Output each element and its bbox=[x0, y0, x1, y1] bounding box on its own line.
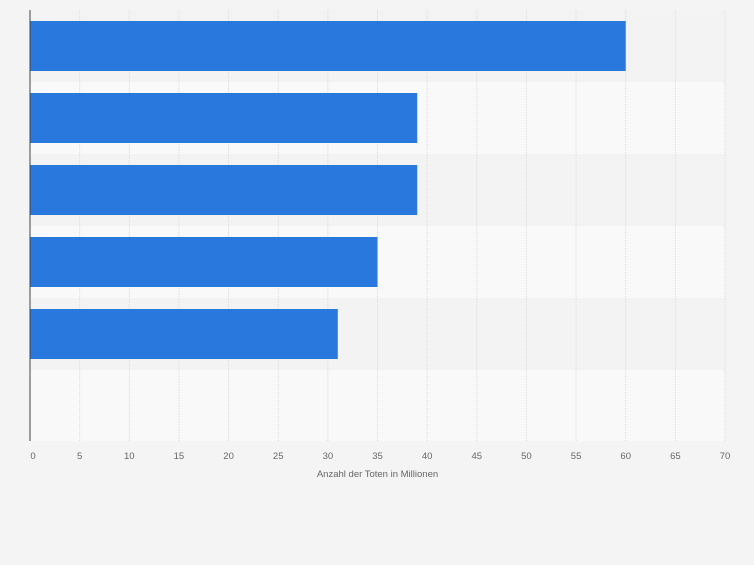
x-tick-label: 10 bbox=[124, 451, 135, 462]
bar bbox=[30, 93, 418, 143]
x-tick-label: 5 bbox=[77, 451, 82, 462]
x-tick-label: 45 bbox=[471, 451, 482, 462]
x-tick-label: 50 bbox=[521, 451, 532, 462]
x-axis-label: Anzahl der Toten in Millionen bbox=[317, 469, 438, 480]
bar bbox=[30, 165, 418, 215]
row-stripe bbox=[30, 370, 725, 441]
x-tick-label: 20 bbox=[223, 451, 234, 462]
x-tick-label: 15 bbox=[174, 451, 185, 462]
bar bbox=[30, 21, 626, 71]
x-tick-label: 55 bbox=[571, 451, 582, 462]
x-tick-label: 30 bbox=[323, 451, 334, 462]
x-tick-label: 40 bbox=[422, 451, 433, 462]
x-tick-label: 70 bbox=[720, 451, 731, 462]
x-tick-label: 35 bbox=[372, 451, 383, 462]
bars bbox=[30, 21, 626, 359]
x-tick-label: 65 bbox=[670, 451, 681, 462]
x-tick-label: 60 bbox=[620, 451, 631, 462]
x-tick-label: 25 bbox=[273, 451, 284, 462]
bar bbox=[30, 237, 378, 287]
bar bbox=[30, 309, 338, 359]
x-tick-labels: 0 5 10 15 20 25 30 35 40 45 50 55 60 65 70 bbox=[30, 451, 730, 462]
x-tick-label: 0 bbox=[30, 451, 35, 462]
